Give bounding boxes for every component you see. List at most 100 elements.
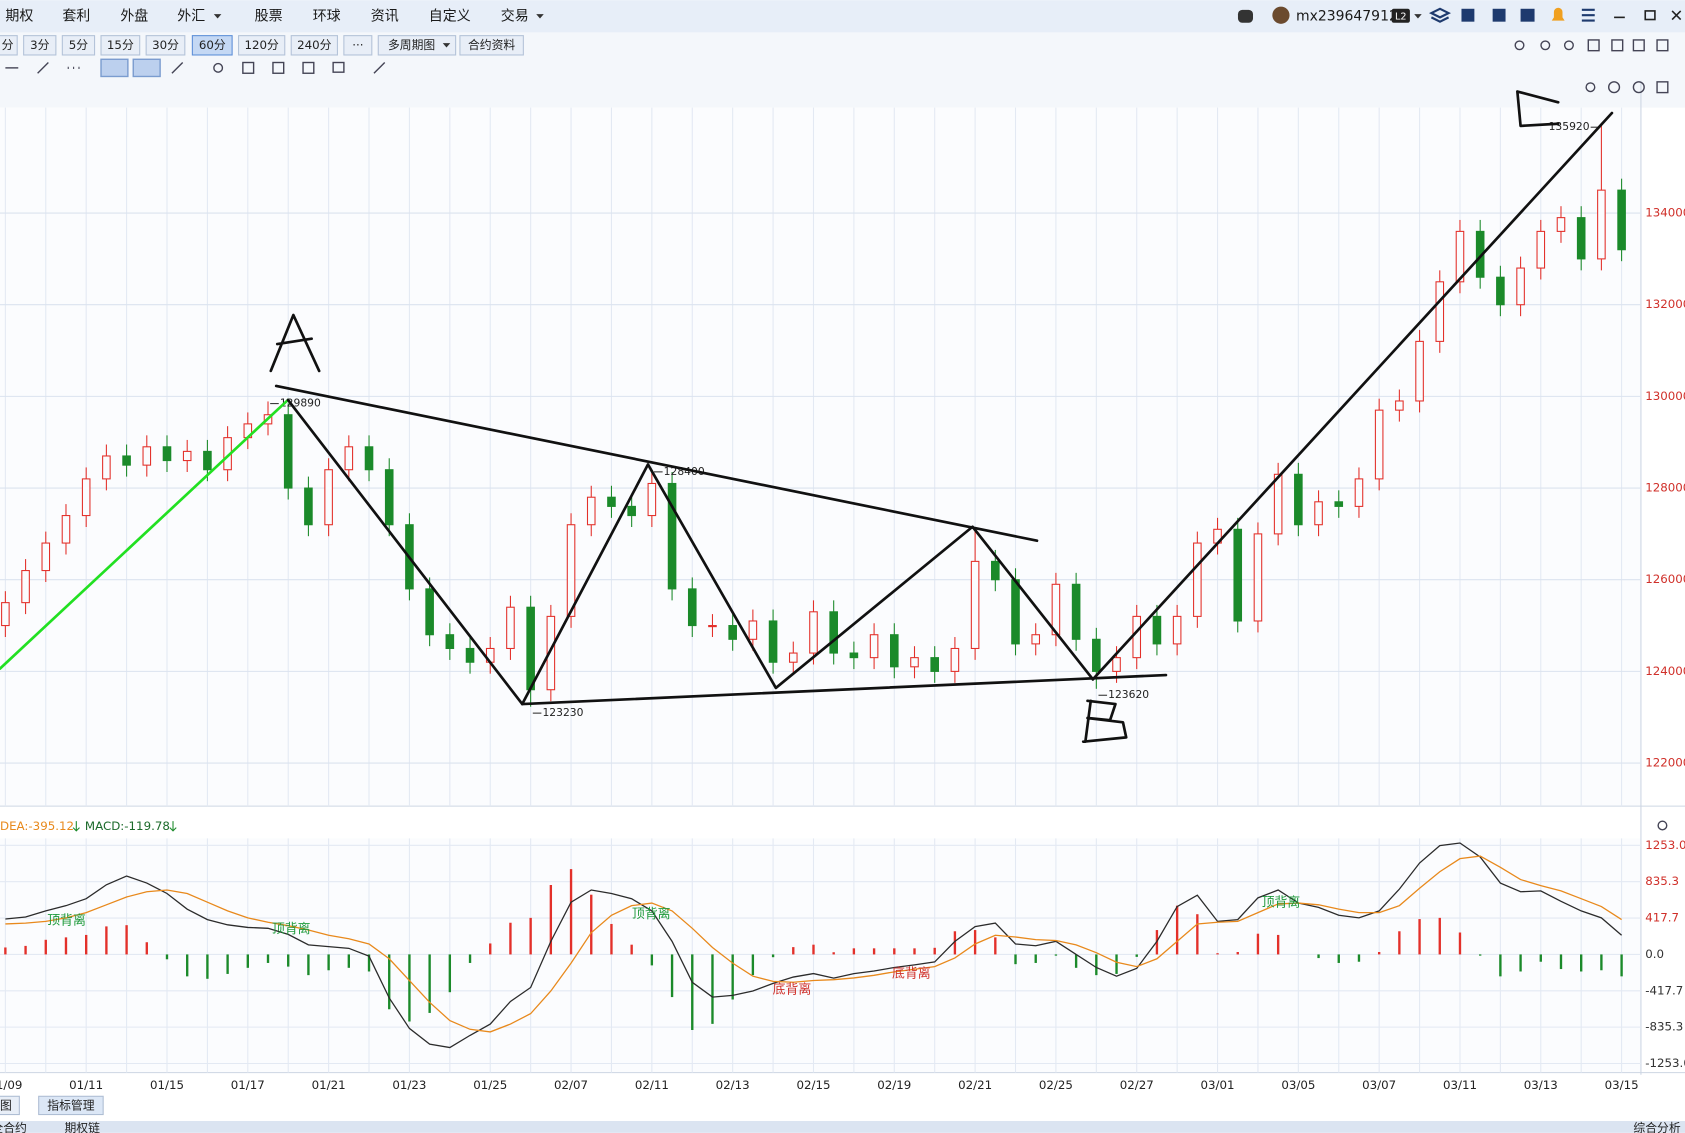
- robot-icon[interactable]: [1237, 9, 1254, 23]
- tool[interactable]: [1608, 81, 1621, 94]
- user-name[interactable]: mx239647912: [1296, 8, 1398, 24]
- tool[interactable]: [1585, 82, 1596, 93]
- candle-body: [1556, 217, 1566, 232]
- annotation: 顶背离: [1262, 894, 1301, 910]
- period-label[interactable]: 5分: [69, 38, 89, 52]
- menu-item[interactable]: 资讯: [371, 8, 399, 24]
- tool[interactable]: [373, 62, 386, 74]
- x-tick-label: 01/17: [231, 1078, 265, 1092]
- period-label[interactable]: 120分: [244, 38, 279, 52]
- period-button[interactable]: [343, 35, 373, 56]
- down-arrow: [72, 821, 80, 832]
- tab[interactable]: 全合约: [0, 1121, 27, 1133]
- icon[interactable]: [1492, 8, 1506, 22]
- period-label[interactable]: 240分: [297, 38, 332, 52]
- tool[interactable]: [171, 62, 184, 74]
- tool-active[interactable]: [132, 58, 161, 78]
- menu-item[interactable]: 期权: [5, 8, 33, 24]
- button-label[interactable]: 指标管理: [47, 1098, 94, 1112]
- candle-body: [1374, 409, 1384, 480]
- tool[interactable]: [37, 62, 49, 74]
- restore[interactable]: [1644, 10, 1656, 21]
- candle-body: [102, 455, 111, 480]
- menu-item[interactable]: 外盘: [120, 7, 148, 24]
- candle-body: [182, 450, 192, 462]
- tool[interactable]: [1632, 39, 1645, 52]
- y-tick-label: 835.3: [1645, 874, 1679, 888]
- period-label[interactable]: 3分: [30, 38, 50, 52]
- icon[interactable]: [1520, 8, 1535, 22]
- tool[interactable]: [1563, 40, 1574, 51]
- period-label[interactable]: 60分: [199, 38, 226, 52]
- tool[interactable]: [1611, 39, 1624, 52]
- candle-body: [304, 487, 313, 526]
- caret: [1414, 14, 1422, 19]
- tool[interactable]: [1540, 40, 1551, 51]
- menu-item[interactable]: 交易: [501, 7, 529, 24]
- zigzag: [286, 398, 1095, 706]
- menu-item[interactable]: 套利: [62, 8, 90, 24]
- trendline: [274, 384, 1039, 543]
- period-button[interactable]: [23, 35, 57, 56]
- period-label[interactable]: 合约资料: [468, 38, 515, 52]
- menu: 期权 套利 外盘 外汇 股票 环球 资讯 自定义 交易 mx239647912 …: [5, 6, 1682, 24]
- y-tick-label: 134000: [1645, 206, 1685, 220]
- price-label: 129890: [280, 397, 321, 410]
- x-tick-label: 01/15: [150, 1078, 184, 1092]
- period-button[interactable]: [238, 35, 286, 56]
- menu-item[interactable]: 自定义: [429, 8, 471, 24]
- tab[interactable]: 期权链: [64, 1121, 100, 1133]
- candle-body: [748, 620, 758, 640]
- tool[interactable]: [1632, 81, 1645, 94]
- period-button[interactable]: [100, 35, 141, 56]
- icon[interactable]: [1581, 8, 1595, 22]
- tool[interactable]: [1656, 81, 1669, 94]
- menu-item[interactable]: 股票: [255, 8, 283, 24]
- tool[interactable]: [332, 61, 345, 73]
- button[interactable]: [38, 1095, 104, 1116]
- macd-panel: [0, 838, 1641, 1073]
- trendline: [520, 673, 1168, 706]
- button-label[interactable]: 图: [0, 1098, 12, 1112]
- period-button[interactable]: [61, 35, 96, 56]
- tool[interactable]: [1656, 39, 1669, 52]
- period-label[interactable]: ···: [352, 38, 363, 52]
- window-icons: [1428, 7, 1682, 23]
- candle-body: [768, 620, 778, 663]
- period-button[interactable]: [290, 35, 338, 56]
- period-label[interactable]: 分: [2, 38, 14, 52]
- annotation: 底背离: [892, 965, 931, 981]
- tool[interactable]: [1587, 39, 1600, 52]
- period-button[interactable]: [377, 35, 457, 56]
- x-tick-label: 02/27: [1120, 1078, 1154, 1092]
- period-label[interactable]: 多周期图: [388, 38, 435, 52]
- period-button[interactable]: [0, 35, 18, 56]
- annotation: 底背离: [773, 981, 812, 997]
- tool[interactable]: [1514, 40, 1525, 51]
- tool[interactable]: [302, 61, 315, 74]
- avatar[interactable]: [1272, 6, 1290, 24]
- x-tick-label: 03/11: [1443, 1078, 1477, 1092]
- tool[interactable]: [213, 62, 224, 73]
- tool-active[interactable]: [100, 58, 129, 78]
- x-tick-label: 03/05: [1281, 1078, 1315, 1092]
- close[interactable]: [1671, 10, 1682, 21]
- tab[interactable]: 综合分析: [1633, 1121, 1680, 1133]
- bell[interactable]: [1551, 7, 1565, 21]
- period-label[interactable]: 15分: [107, 38, 134, 52]
- menu-item[interactable]: 外汇: [177, 8, 205, 24]
- icon[interactable]: [1428, 7, 1451, 23]
- icon[interactable]: [1461, 8, 1475, 22]
- candle-body: [809, 611, 818, 654]
- y-tick-label: 1253.0: [1645, 838, 1685, 852]
- menu-item[interactable]: 环球: [313, 8, 341, 24]
- tool[interactable]: [272, 61, 285, 74]
- period-button[interactable]: [191, 35, 233, 56]
- button[interactable]: [0, 1095, 20, 1116]
- tool[interactable]: [1657, 820, 1668, 831]
- tool[interactable]: [242, 61, 255, 74]
- period-label[interactable]: 30分: [152, 38, 179, 52]
- period-button[interactable]: [459, 35, 524, 56]
- period-button[interactable]: [145, 35, 186, 56]
